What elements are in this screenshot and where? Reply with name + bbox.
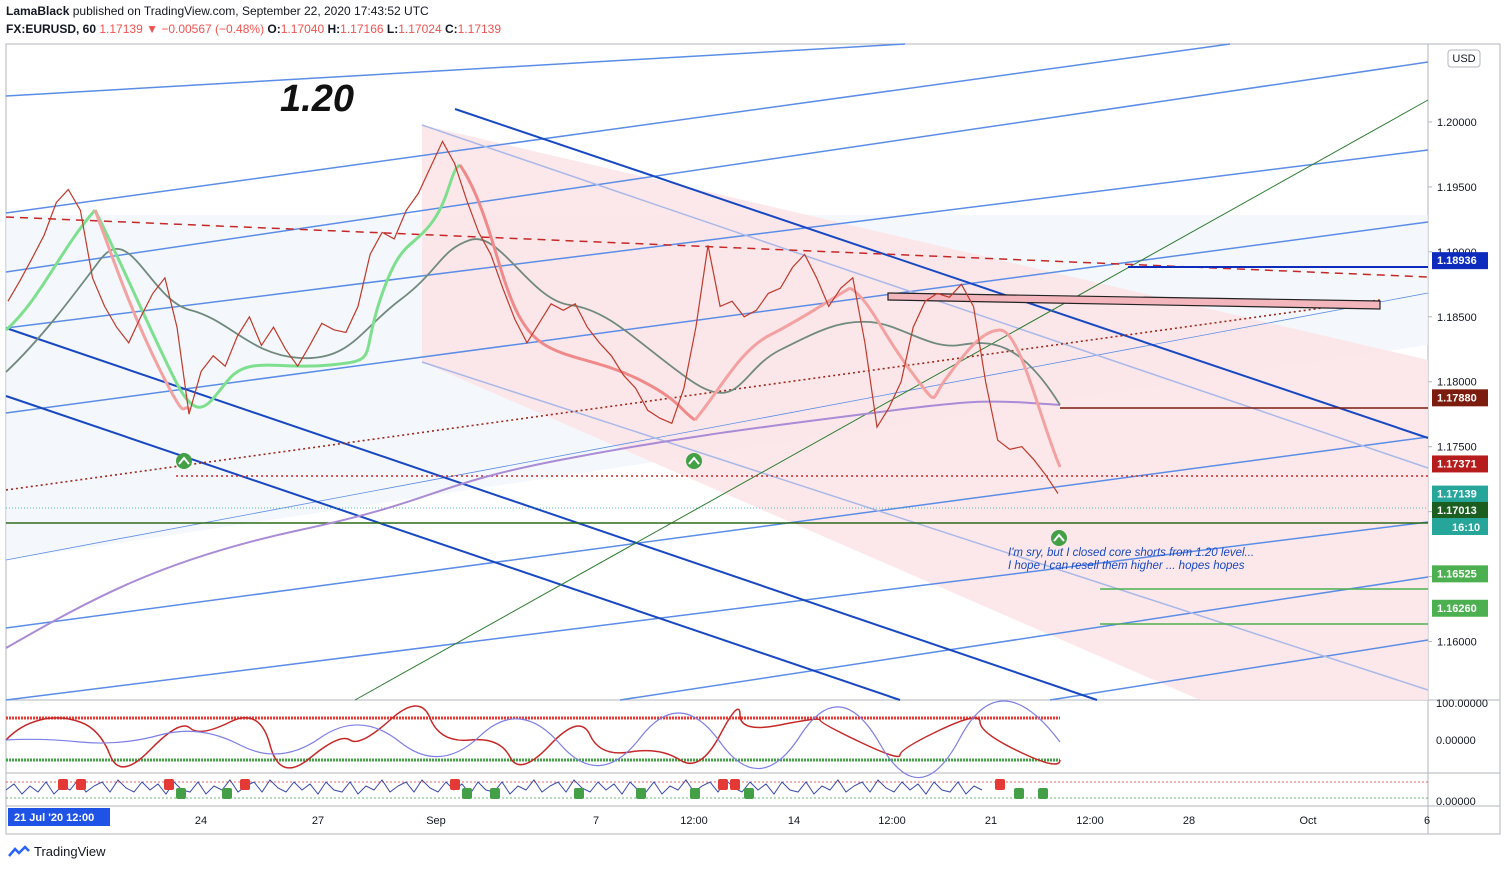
currency-label: USD bbox=[1452, 53, 1475, 65]
price-tag-box bbox=[1432, 565, 1488, 583]
price-tag-label: 1.17880 bbox=[1437, 392, 1477, 404]
price-tag-box bbox=[1432, 599, 1488, 617]
price-tag-label: 1.17013 bbox=[1437, 505, 1477, 517]
ma-fast-down-3 bbox=[693, 286, 1062, 468]
ma-fast-down-1 bbox=[93, 209, 192, 412]
descending-channel-fill bbox=[422, 125, 1428, 700]
time-axis-ticks: 24 27 Sep 7 12:00 14 12:00 21 12:00 28 Oct 6 bbox=[195, 815, 1430, 827]
countdown-label: 16:10 bbox=[1452, 522, 1480, 534]
oscillator-1 bbox=[5, 700, 1061, 779]
y-tick-label: 1.18500 bbox=[1437, 312, 1477, 324]
low-label: L: bbox=[386, 22, 399, 36]
published-text: published on TradingView.com, September … bbox=[72, 4, 429, 18]
x-tick-label: 12:00 bbox=[1076, 815, 1104, 827]
note-line-1: I'm sry, but I closed core shorts from 1… bbox=[1008, 547, 1254, 559]
oscillator-2 bbox=[5, 779, 1428, 799]
close-label: C: bbox=[444, 22, 458, 36]
currency-box[interactable] bbox=[1447, 49, 1481, 68]
ma-200-line bbox=[5, 400, 1061, 649]
tradingview-logo-text: TradingView bbox=[34, 844, 106, 859]
time-cursor-box bbox=[8, 808, 110, 826]
high-value: 1.17166 bbox=[340, 22, 384, 36]
x-tick-label: 24 bbox=[195, 815, 207, 827]
y-tick-label: 1.20000 bbox=[1437, 117, 1477, 129]
countdown-box bbox=[1432, 518, 1488, 535]
tradingview-logo[interactable]: TradingView bbox=[8, 844, 106, 859]
resistance-box bbox=[887, 292, 1381, 310]
low-value: 1.17024 bbox=[398, 22, 442, 36]
symbol-label: FX:EURUSD, 60 bbox=[6, 22, 97, 36]
chevron-up-icon bbox=[178, 456, 190, 465]
osc1-line bbox=[5, 705, 1061, 769]
osc2-tick-zero: 0.00000 bbox=[1436, 796, 1476, 808]
channel-lower-light bbox=[421, 361, 1429, 691]
x-tick-label: 21 bbox=[985, 815, 997, 827]
price-tag-label: 1.18936 bbox=[1437, 255, 1477, 267]
price-tag-box bbox=[1432, 389, 1488, 407]
green-trend-line bbox=[354, 99, 1429, 701]
last-price: 1.17139 bbox=[99, 22, 143, 36]
open-value: 1.17040 bbox=[280, 22, 325, 36]
time-cursor-label: 21 Jul '20 12:00 bbox=[14, 812, 94, 824]
thin-trend-line bbox=[5, 292, 1429, 561]
price-tag-label: 1.16260 bbox=[1437, 603, 1477, 615]
osc2-sell-markers bbox=[58, 779, 1005, 790]
publish-line: LamaBlack published on TradingView.com, … bbox=[6, 4, 429, 18]
osc1-tick-high: 100.00000 bbox=[1436, 698, 1488, 710]
price-change: ▼ −0.00567 (−0.48%) bbox=[146, 22, 265, 36]
publisher-name: LamaBlack bbox=[6, 4, 70, 18]
x-tick-label: 28 bbox=[1183, 815, 1195, 827]
symbol-line: FX:EURUSD, 60 1.17139 ▼ −0.00567 (−0.48%… bbox=[6, 22, 501, 36]
x-tick-label: 12:00 bbox=[680, 815, 708, 827]
x-tick-label: Oct bbox=[1299, 815, 1316, 827]
x-tick-label: 7 bbox=[593, 815, 599, 827]
red-dotted-support bbox=[5, 299, 1381, 491]
high-label: H: bbox=[327, 22, 341, 36]
buy-signal-icon bbox=[1051, 530, 1067, 546]
price-tag-box bbox=[1432, 252, 1488, 270]
x-tick-label: Sep bbox=[426, 815, 446, 827]
price-tag-label: 1.17139 bbox=[1437, 489, 1477, 501]
buy-signal-markers bbox=[176, 453, 1067, 546]
ma-fast-down-2 bbox=[458, 164, 696, 422]
note-line-2: I hope I can resell them higher ... hope… bbox=[1008, 560, 1245, 572]
price-tag-label: 1.16525 bbox=[1437, 568, 1477, 580]
y-tick-label: 1.18000 bbox=[1437, 377, 1477, 389]
price-tag-group: 1.18936 1.17880 1.17371 1.17139 1.17013 1.165… bbox=[1432, 252, 1488, 617]
price-tag-box bbox=[1432, 455, 1488, 473]
open-label: O: bbox=[267, 22, 281, 36]
x-tick-label: 27 bbox=[312, 815, 324, 827]
x-tick-label: 6 bbox=[1424, 815, 1430, 827]
osc1-signal bbox=[5, 700, 1061, 779]
osc2-buy-markers bbox=[176, 788, 1048, 799]
y-tick-label: 1.16000 bbox=[1437, 637, 1477, 649]
chevron-up-icon bbox=[1053, 533, 1065, 542]
osc1-tick-zero: 0.00000 bbox=[1436, 735, 1476, 747]
ma-slow-line bbox=[5, 238, 1061, 406]
price-tag-box bbox=[1432, 501, 1488, 519]
price-tag-box bbox=[1432, 485, 1488, 503]
price-tag-label: 1.17371 bbox=[1437, 458, 1477, 470]
x-tick-label: 12:00 bbox=[878, 815, 906, 827]
ascending-channel-lines bbox=[5, 43, 1429, 701]
tradingview-logo-icon bbox=[8, 844, 30, 857]
price-series-line bbox=[7, 140, 1059, 494]
x-tick-label: 14 bbox=[788, 815, 800, 827]
chevron-up-icon bbox=[688, 456, 700, 465]
y-tick-label: 1.19500 bbox=[1437, 182, 1477, 194]
y-tick-label: 1.17500 bbox=[1437, 442, 1477, 454]
close-value: 1.17139 bbox=[457, 22, 502, 36]
target-label: 1.20 bbox=[280, 78, 354, 120]
descending-channel-lines bbox=[5, 108, 1429, 701]
buy-signal-icon bbox=[686, 453, 702, 469]
buy-signal-icon bbox=[176, 453, 192, 469]
